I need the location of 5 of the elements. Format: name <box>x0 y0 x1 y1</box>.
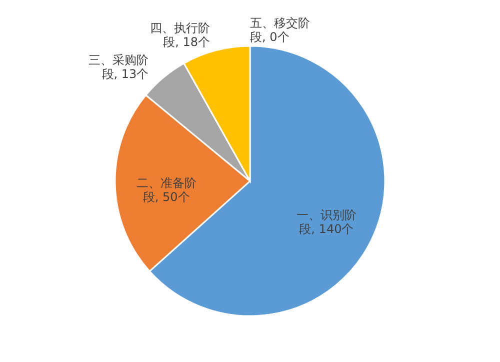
category-label: 五、移交阶段, 0个 <box>250 16 310 44</box>
slice-label: 一、识别阶段, 140个 <box>296 208 356 236</box>
slice-label: 四、执行阶段, 18个 <box>150 21 210 50</box>
slice-label: 二、准备阶段, 50个 <box>136 176 196 204</box>
slice-label: 三、采购阶段, 13个 <box>88 52 149 81</box>
